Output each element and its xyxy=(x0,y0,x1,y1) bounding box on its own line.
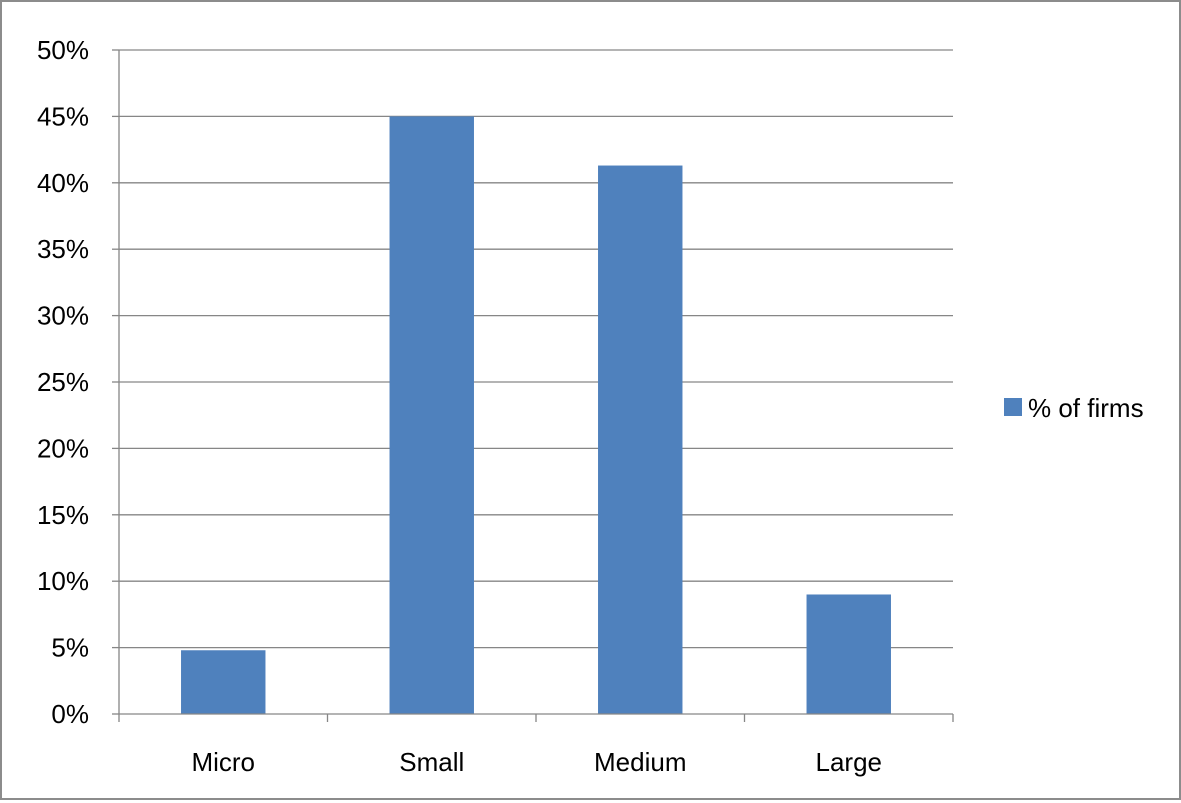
x-tick-label: Small xyxy=(399,747,464,777)
legend-label: % of firms xyxy=(1028,393,1144,423)
x-tick-labels: Micro Small Medium Large xyxy=(191,747,882,777)
y-tick-label: 5% xyxy=(51,633,89,663)
y-tick-label: 25% xyxy=(37,367,89,397)
legend: % of firms xyxy=(1004,393,1144,423)
gridlines xyxy=(119,49,953,649)
x-tick-label: Micro xyxy=(191,747,255,777)
legend-swatch xyxy=(1004,398,1022,416)
y-tick-label: 50% xyxy=(37,35,89,65)
y-tick-labels: 0% 5% 10% 15% 20% 25% 30% 35% 40% 45% 50% xyxy=(37,35,89,729)
y-tick-label: 45% xyxy=(37,101,89,131)
bar-large xyxy=(806,594,891,714)
y-tick-label: 15% xyxy=(37,500,89,530)
x-tick-label: Medium xyxy=(594,747,686,777)
bars xyxy=(181,116,891,714)
y-tick-label: 40% xyxy=(37,168,89,198)
bar-small xyxy=(389,116,474,714)
bar-medium xyxy=(598,165,683,714)
y-tick-label: 20% xyxy=(37,433,89,463)
y-tick-label: 0% xyxy=(51,699,89,729)
bar-micro xyxy=(181,650,266,714)
x-tick-label: Large xyxy=(816,747,883,777)
axes xyxy=(112,49,954,722)
y-tick-label: 10% xyxy=(37,566,89,596)
y-tick-label: 35% xyxy=(37,234,89,264)
y-tick-label: 30% xyxy=(37,301,89,331)
